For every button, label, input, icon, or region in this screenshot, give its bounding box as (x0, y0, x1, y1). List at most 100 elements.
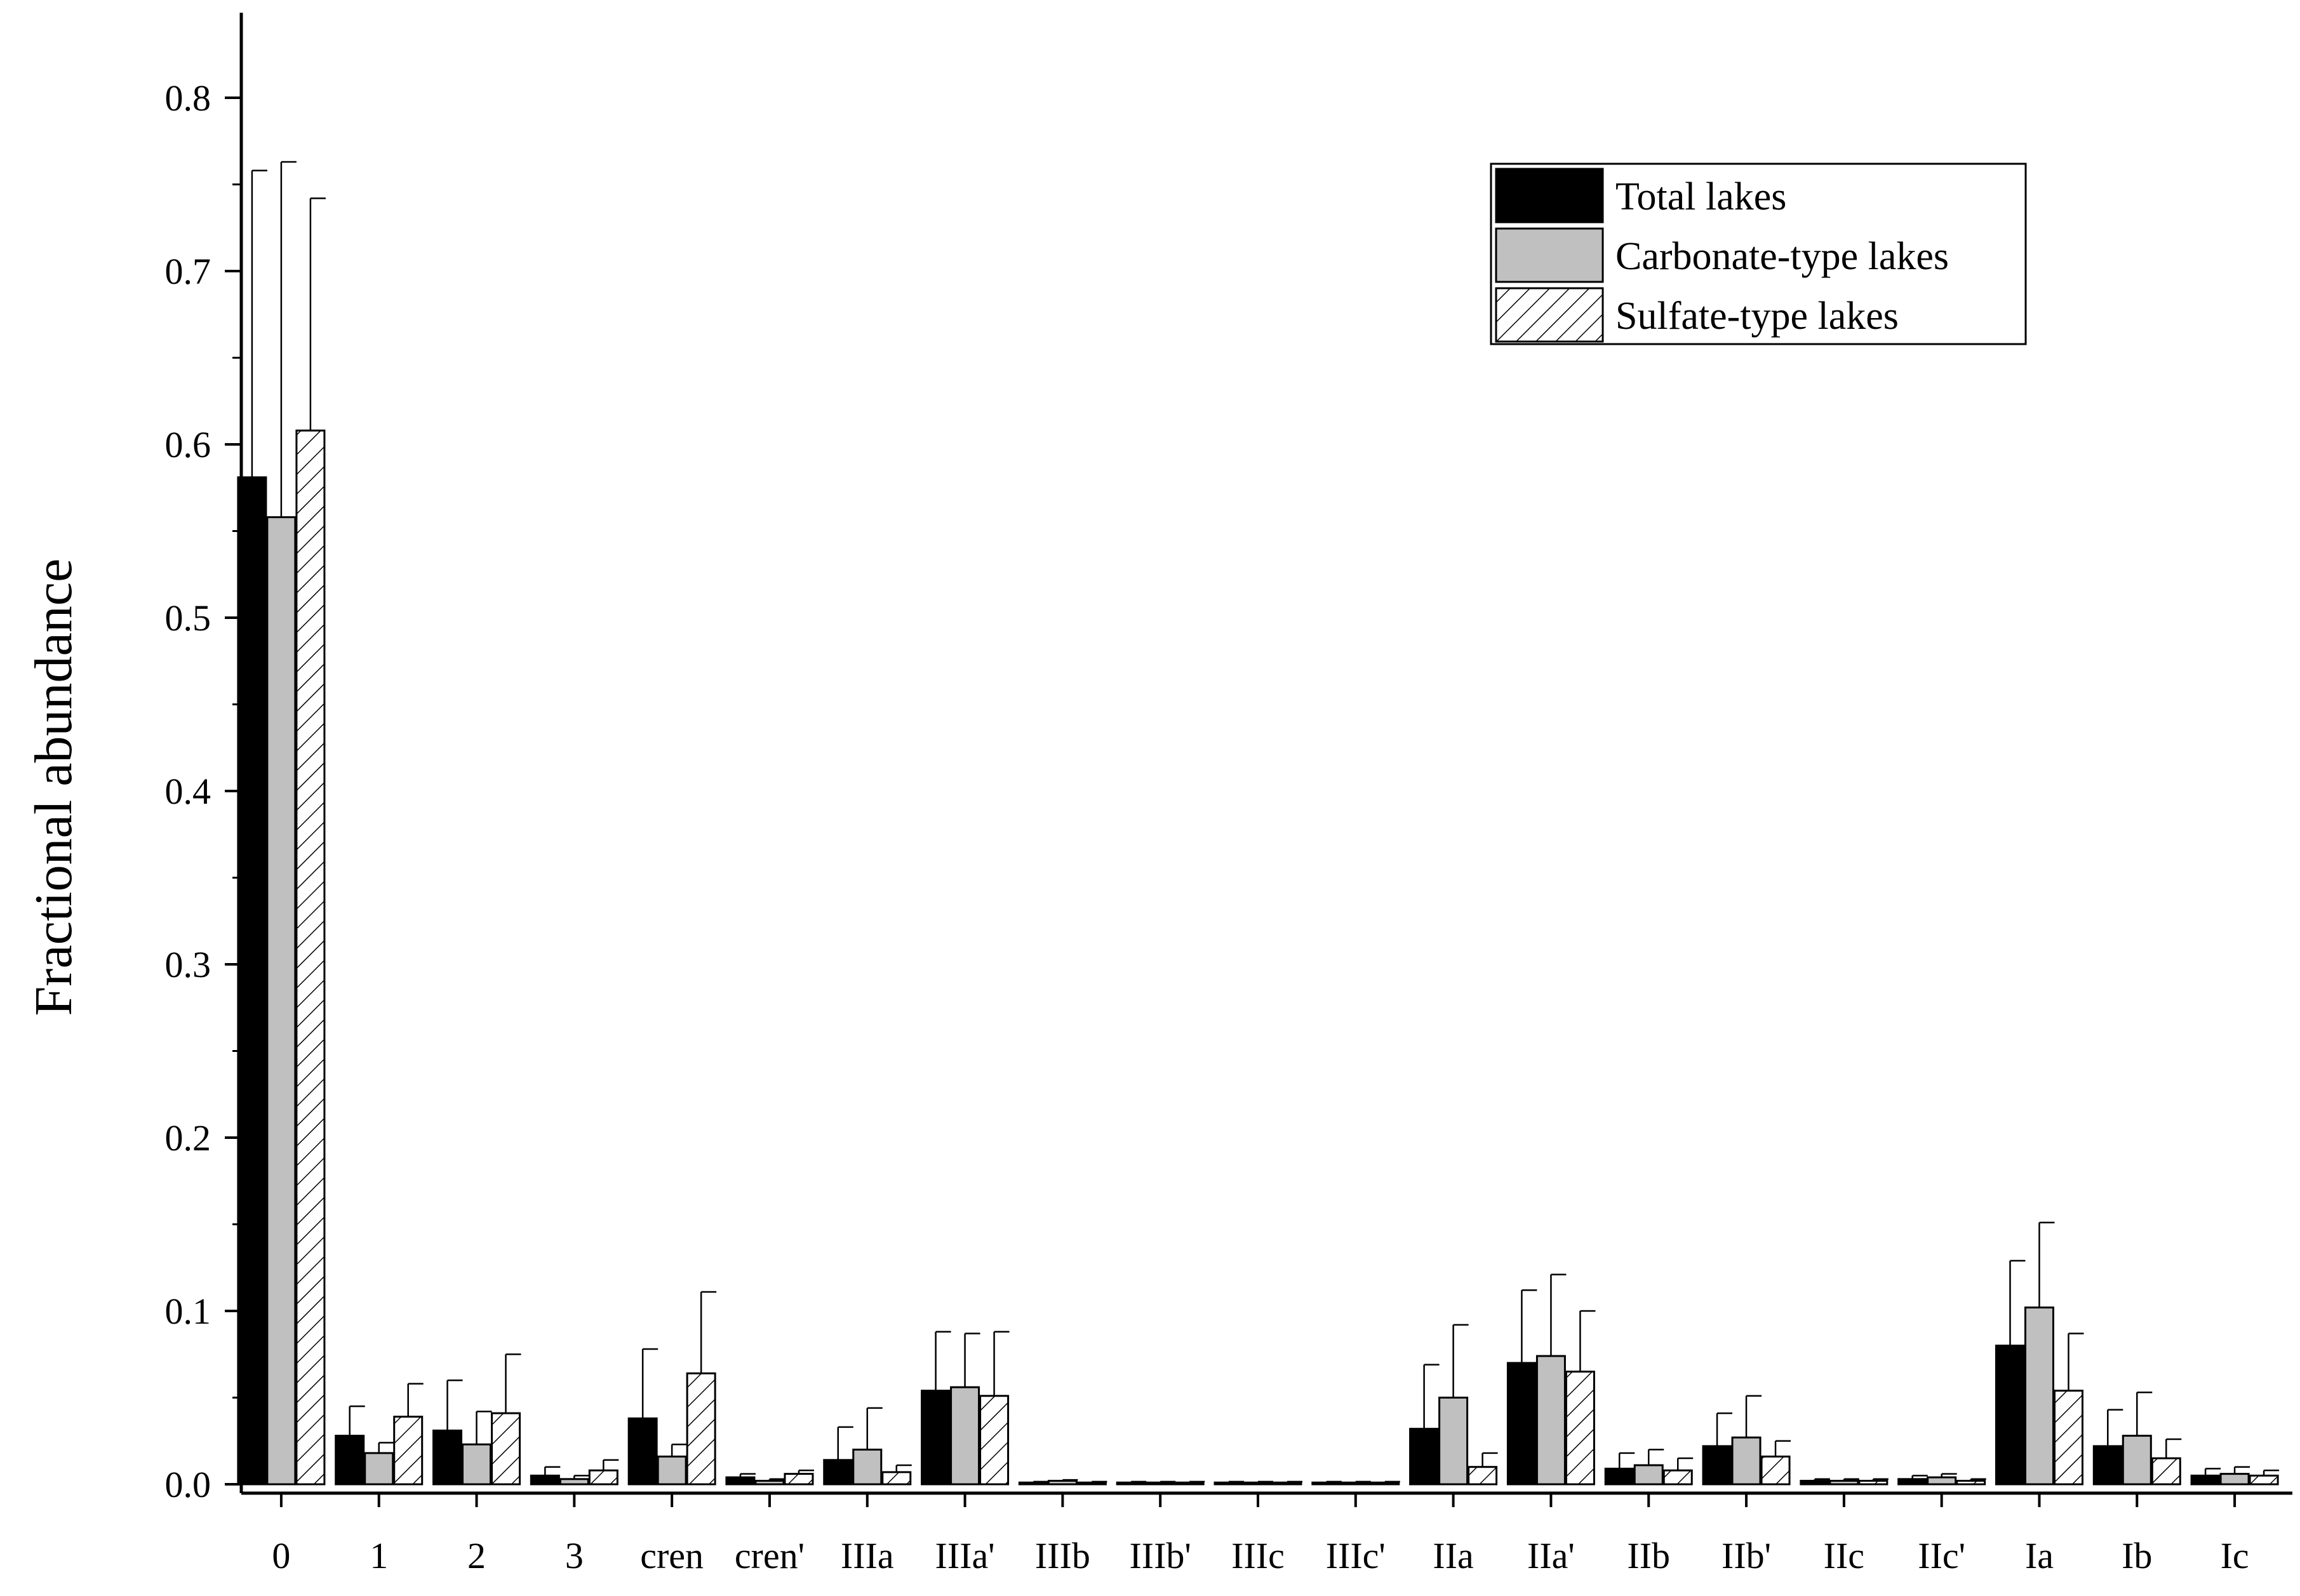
bar (725, 1476, 756, 1486)
x-tick-label: Ic (2221, 1535, 2249, 1576)
bar (1702, 1445, 1732, 1486)
bar (881, 1471, 912, 1486)
bar (657, 1455, 687, 1486)
y-tick-label: 0.4 (165, 771, 211, 812)
bar (2219, 1473, 2250, 1486)
error-bars (251, 161, 2280, 1483)
bar (1956, 1480, 1986, 1486)
x-tick-label: 1 (370, 1535, 388, 1576)
bar (1662, 1469, 1693, 1486)
x-tick-label: 3 (565, 1535, 584, 1576)
bar (950, 1386, 980, 1486)
bar (364, 1452, 394, 1486)
x-tick-label: IIIb (1035, 1535, 1090, 1576)
bar (1409, 1428, 1440, 1486)
bar (295, 429, 326, 1486)
bar (1506, 1362, 1537, 1486)
bar (1535, 1355, 1566, 1486)
bar (1018, 1481, 1048, 1486)
bar (979, 1395, 1010, 1486)
bar (1145, 1481, 1175, 1486)
bar (1760, 1455, 1791, 1486)
bar (823, 1459, 853, 1486)
bar (1565, 1371, 1595, 1486)
bar (2122, 1435, 2152, 1486)
bar (1076, 1481, 1107, 1486)
legend-swatch (1495, 168, 1604, 223)
bar (1174, 1481, 1205, 1486)
legend-label: Total lakes (1615, 175, 1786, 218)
bar (1438, 1397, 1469, 1486)
x-tick-label: Ib (2122, 1535, 2152, 1576)
bar (1272, 1481, 1302, 1486)
bar (491, 1412, 521, 1486)
x-tick-label: cren (640, 1535, 704, 1576)
bar (559, 1478, 589, 1486)
bar (1341, 1481, 1371, 1486)
y-tick-label: 0.6 (165, 424, 211, 465)
bar (627, 1417, 658, 1486)
x-tick-label: IIa (1433, 1535, 1473, 1576)
bar (2249, 1474, 2279, 1486)
bar (432, 1429, 463, 1486)
x-tick-label: IIb' (1722, 1535, 1771, 1576)
plot-area (237, 429, 2279, 1486)
legend-swatch (1495, 227, 1604, 283)
bar (1995, 1345, 2025, 1486)
bar (1927, 1476, 1957, 1486)
bar (530, 1474, 560, 1486)
bar (1243, 1481, 1273, 1486)
y-axis-title: Fractional abundance (24, 559, 83, 1016)
bar (1468, 1466, 1498, 1486)
bar (1800, 1480, 1830, 1486)
bar (2151, 1457, 2181, 1486)
bar (266, 516, 297, 1486)
x-tick-label: IIIa' (935, 1535, 995, 1576)
bar (1370, 1481, 1400, 1486)
bar (2092, 1445, 2123, 1486)
bar (1311, 1481, 1342, 1486)
bar (1633, 1464, 1664, 1486)
x-tick-label: IIc' (1918, 1535, 1965, 1576)
x-tick-label: 2 (467, 1535, 486, 1576)
legend-label: Carbonate-type lakes (1615, 235, 1949, 278)
y-tick-label: 0.0 (165, 1464, 211, 1505)
bar (462, 1443, 492, 1486)
axes: 0 1 2 3 cren cren' IIIa IIIa' IIIb IIIb' IIIc IIIc'… (165, 13, 2292, 1576)
x-tick-label: IIIc' (1326, 1535, 1386, 1576)
bar (921, 1390, 951, 1486)
y-tick-label: 0.8 (165, 77, 211, 119)
bar (754, 1480, 785, 1486)
bar (393, 1416, 424, 1486)
bar (1047, 1480, 1078, 1486)
y-tick-label: 0.3 (165, 944, 211, 985)
x-tick-label: cren' (735, 1535, 805, 1576)
bar (1604, 1467, 1635, 1486)
bar (2190, 1474, 2221, 1486)
bar (1858, 1480, 1889, 1486)
bar (1897, 1478, 1928, 1486)
y-tick-label: 0.2 (165, 1117, 211, 1159)
x-tick-label: IIIa (841, 1535, 894, 1576)
y-tick-label: 0.1 (165, 1291, 211, 1332)
bar (588, 1469, 618, 1486)
x-tick-label: IIa' (1527, 1535, 1575, 1576)
legend: Total lakes Carbonate-type lakes Sulfate-t… (1490, 163, 2027, 345)
x-tick-label: IIIb' (1129, 1535, 1191, 1576)
bar (686, 1372, 716, 1486)
legend-swatch (1495, 287, 1604, 343)
x-tick-label: IIb (1627, 1535, 1670, 1576)
bar (335, 1435, 365, 1486)
y-tick-label: 0.5 (165, 597, 211, 639)
x-tick-label: Ia (2025, 1535, 2054, 1576)
x-tick-label: 0 (272, 1535, 290, 1576)
bar (784, 1473, 814, 1486)
x-tick-label: IIIc (1231, 1535, 1285, 1576)
bar (1731, 1436, 1762, 1486)
legend-label: Sulfate-type lakes (1615, 295, 1899, 338)
bar (1116, 1481, 1146, 1486)
x-tick-label: IIc (1824, 1535, 1864, 1576)
bar (1829, 1480, 1859, 1486)
y-tick-label: 0.7 (165, 251, 211, 292)
